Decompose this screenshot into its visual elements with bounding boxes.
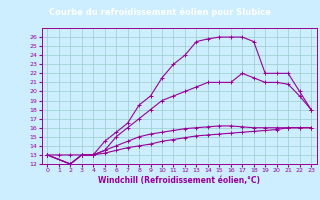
X-axis label: Windchill (Refroidissement éolien,°C): Windchill (Refroidissement éolien,°C) (98, 176, 260, 185)
Text: Courbe du refroidissement éolien pour Slubice: Courbe du refroidissement éolien pour Sl… (49, 7, 271, 17)
